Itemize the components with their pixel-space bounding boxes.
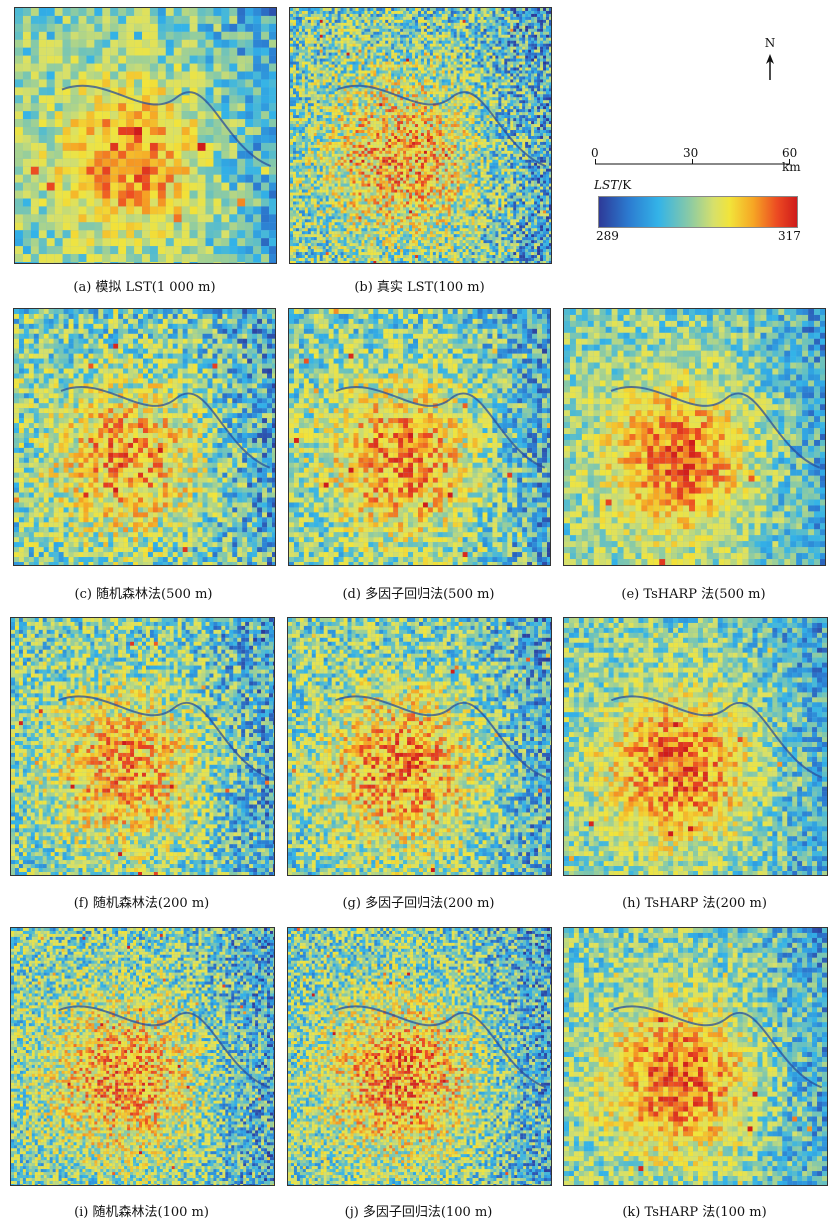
- colorbar-unit: /K: [618, 178, 631, 192]
- map-panel-b: [289, 7, 552, 264]
- map-panel-a: [14, 7, 277, 264]
- river-line: [60, 386, 271, 469]
- caption-k: (k) TsHARP 法(100 m): [563, 1201, 826, 1220]
- caption-j: (j) 多因子回归法(100 m): [287, 1201, 550, 1220]
- map-panel-k: [563, 927, 828, 1186]
- colorbar-min: 289: [596, 229, 619, 243]
- caption-e: (e) TsHARP 法(500 m): [563, 583, 824, 602]
- river-line: [61, 84, 272, 168]
- colorbar-max: 317: [778, 229, 801, 243]
- lst-map-f: [11, 618, 274, 875]
- river-line: [336, 84, 547, 168]
- caption-b: (b) 真实 LST(100 m): [289, 276, 550, 295]
- lst-map-h: [564, 618, 827, 875]
- scale-tick-30: 30: [683, 146, 698, 160]
- lst-map-a: [15, 8, 276, 263]
- river-line: [334, 1005, 547, 1089]
- caption-f: (f) 随机森林法(200 m): [10, 892, 273, 911]
- colorbar-title: LST/K: [594, 178, 631, 192]
- river-line: [334, 695, 547, 779]
- river-line: [335, 386, 546, 469]
- lst-map-d: [289, 309, 550, 565]
- scale-bar-line: [595, 159, 790, 165]
- caption-i: (i) 随机森林法(100 m): [10, 1201, 273, 1220]
- lst-map-k: [564, 928, 827, 1185]
- map-panel-i: [10, 927, 275, 1186]
- colorbar: [598, 196, 798, 228]
- lst-map-c: [14, 309, 275, 565]
- caption-c: (c) 随机森林法(500 m): [13, 583, 274, 602]
- map-panel-j: [287, 927, 552, 1186]
- lst-map-g: [288, 618, 551, 875]
- caption-a: (a) 模拟 LST(1 000 m): [14, 276, 275, 295]
- map-panel-g: [287, 617, 552, 876]
- river-line: [610, 1005, 823, 1089]
- caption-g: (g) 多因子回归法(200 m): [287, 892, 550, 911]
- river-line: [610, 386, 821, 469]
- map-panel-d: [288, 308, 551, 566]
- map-panel-e: [563, 308, 826, 566]
- colorbar-variable: LST: [594, 178, 618, 192]
- map-panel-f: [10, 617, 275, 876]
- map-panel-c: [13, 308, 276, 566]
- lst-map-i: [11, 928, 274, 1185]
- scale-tick-0: 0: [591, 146, 599, 160]
- lst-map-j: [288, 928, 551, 1185]
- lst-map-b: [290, 8, 551, 263]
- scale-bar: 0 30 60 km: [591, 146, 801, 176]
- river-line: [57, 695, 270, 779]
- river-line: [57, 1005, 270, 1089]
- caption-d: (d) 多因子回归法(500 m): [288, 583, 549, 602]
- north-label: N: [760, 36, 780, 50]
- north-arrow: N: [760, 36, 780, 86]
- river-line: [610, 695, 823, 779]
- lst-map-e: [564, 309, 825, 565]
- caption-h: (h) TsHARP 法(200 m): [563, 892, 826, 911]
- north-arrow-icon: [766, 54, 774, 80]
- map-panel-h: [563, 617, 828, 876]
